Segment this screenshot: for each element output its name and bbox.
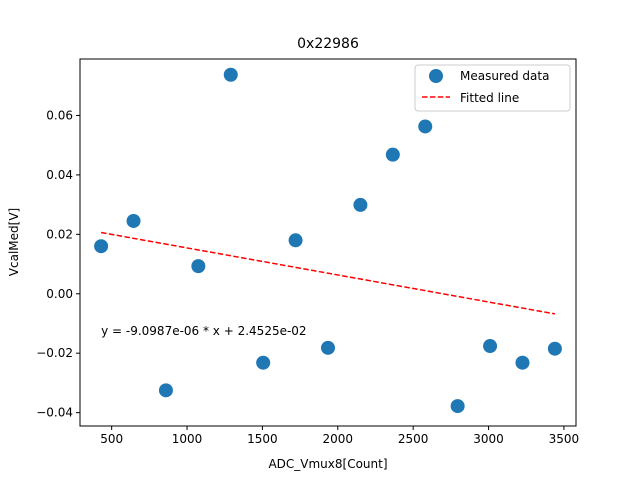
data-point xyxy=(223,67,238,82)
y-tick-label: 0.06 xyxy=(46,108,73,122)
y-tick-label: −0.02 xyxy=(36,346,73,360)
x-tick-label: 1500 xyxy=(247,432,278,446)
legend-marker-measured-data xyxy=(429,69,443,83)
x-tick-label: 3000 xyxy=(473,432,504,446)
data-point xyxy=(288,233,303,248)
data-point xyxy=(94,239,109,254)
x-tick-label: 3500 xyxy=(549,432,580,446)
data-point xyxy=(418,119,433,134)
data-point xyxy=(191,259,206,274)
x-tick-label: 1000 xyxy=(172,432,203,446)
y-tick-label: 0.04 xyxy=(46,168,73,182)
fit-equation-annotation: y = -9.0987e-06 * x + 2.4525e-02 xyxy=(101,324,306,338)
x-tick-label: 2500 xyxy=(398,432,429,446)
legend-label-measured-data: Measured data xyxy=(460,69,549,83)
y-tick-label: 0.00 xyxy=(46,287,73,301)
data-point xyxy=(547,341,562,356)
y-axis-label: VcalMed[V] xyxy=(7,208,21,276)
data-point xyxy=(353,197,368,212)
y-tick-label: 0.02 xyxy=(46,227,73,241)
data-point xyxy=(321,340,335,355)
x-axis: 500 1000 1500 2000 2500 3000 3500 xyxy=(100,426,579,446)
chart-title: 0x22986 xyxy=(297,36,359,52)
x-tick-label: 2000 xyxy=(323,432,354,446)
data-point xyxy=(158,383,173,398)
data-point xyxy=(385,147,400,162)
data-point xyxy=(256,355,271,370)
data-point xyxy=(450,399,465,414)
x-tick-label: 500 xyxy=(100,432,123,446)
legend-box xyxy=(414,64,571,112)
y-axis: −0.04 −0.02 0.00 0.02 0.04 0.06 xyxy=(36,108,80,420)
legend: Measured data Fitted line xyxy=(414,64,571,112)
axes-frame xyxy=(79,58,577,427)
x-axis-label: ADC_Vmux8[Count] xyxy=(268,457,387,471)
plot-area xyxy=(94,67,562,414)
fitted-line xyxy=(100,231,556,315)
y-tick-label: −0.04 xyxy=(36,406,73,420)
data-point xyxy=(483,339,498,354)
data-point xyxy=(126,213,141,228)
legend-label-fitted-line: Fitted line xyxy=(460,91,519,105)
data-point xyxy=(515,355,530,370)
